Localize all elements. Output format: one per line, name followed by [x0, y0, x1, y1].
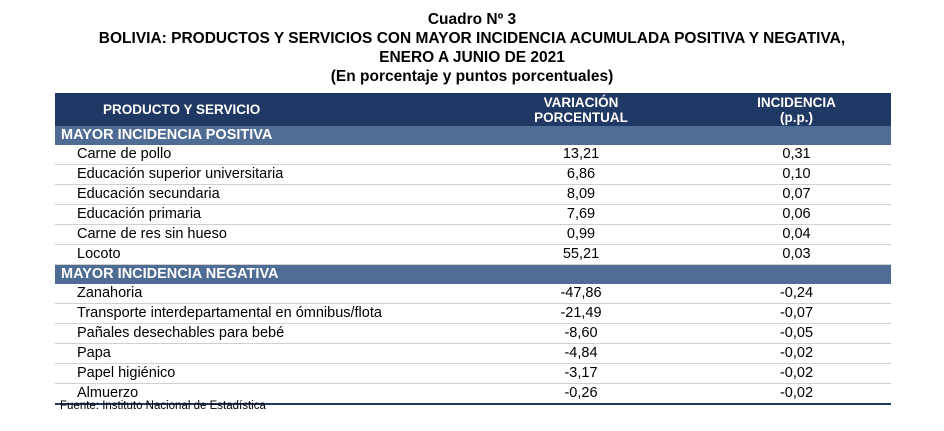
product-name: Carne de pollo	[55, 145, 460, 165]
table-row: Educación superior universitaria 6,86 0,10	[55, 164, 891, 185]
section-row: MAYOR INCIDENCIA POSITIVA	[55, 126, 891, 145]
incidence-value: -0,05	[702, 323, 891, 344]
product-name: Locoto	[55, 244, 460, 265]
source-note: Fuente: Instituto Nacional de Estadístic…	[60, 400, 266, 412]
variation-value: 8,09	[460, 184, 702, 205]
table-body: MAYOR INCIDENCIA POSITIVA Carne de pollo 1…	[55, 126, 891, 405]
variation-value: -21,49	[460, 303, 702, 324]
table-row: Almuerzo -0,26 -0,02	[55, 383, 891, 405]
incidence-value: 0,07	[702, 184, 891, 205]
table-row: Carne de res sin hueso 0,99 0,04	[55, 224, 891, 245]
incidence-value: -0,02	[702, 343, 891, 364]
section-row: MAYOR INCIDENCIA NEGATIVA	[55, 264, 891, 284]
incidence-value: -0,07	[702, 303, 891, 324]
variation-value: -3,17	[460, 363, 702, 384]
data-table: PRODUCTO Y SERVICIO VARIACIÓN PORCENTUAL…	[55, 93, 891, 405]
product-name: Educación secundaria	[55, 184, 460, 205]
section-label: MAYOR INCIDENCIA POSITIVA	[55, 126, 891, 145]
table-units: (En porcentaje y puntos porcentuales)	[330, 68, 614, 85]
table-number: Cuadro Nº 3	[427, 11, 517, 28]
variation-value: 0,99	[460, 224, 702, 245]
variation-value: -0,26	[460, 383, 702, 405]
product-name: Pañales desechables para bebé	[55, 323, 460, 344]
incidence-value: 0,06	[702, 204, 891, 225]
header-incidence-line2: (p.p.)	[780, 109, 813, 125]
header-variation: VARIACIÓN PORCENTUAL	[460, 93, 702, 126]
header-incidence: INCIDENCIA (p.p.)	[702, 93, 891, 126]
variation-value: 7,69	[460, 204, 702, 225]
table-period: ENERO A JUNIO DE 2021	[379, 49, 565, 66]
variation-value: 13,21	[460, 145, 702, 165]
incidence-value: 0,03	[702, 244, 891, 265]
header-row: PRODUCTO Y SERVICIO VARIACIÓN PORCENTUAL…	[55, 93, 891, 126]
product-name: Carne de res sin hueso	[55, 224, 460, 245]
table-title: BOLIVIA: PRODUCTOS Y SERVICIOS CON MAYOR…	[98, 30, 846, 47]
table-row: Locoto 55,21 0,03	[55, 244, 891, 265]
variation-value: -47,86	[460, 284, 702, 304]
variation-value: 6,86	[460, 164, 702, 185]
header-variation-line1: VARIACIÓN	[543, 94, 619, 110]
variation-value: -8,60	[460, 323, 702, 344]
incidence-value: -0,02	[702, 383, 891, 405]
incidence-value: -0,24	[702, 284, 891, 304]
section-label: MAYOR INCIDENCIA NEGATIVA	[55, 264, 891, 284]
variation-value: 55,21	[460, 244, 702, 265]
product-name: Papel higiénico	[55, 363, 460, 384]
product-name: Educación primaria	[55, 204, 460, 225]
product-name: Educación superior universitaria	[55, 164, 460, 185]
table-row: Educación primaria 7,69 0,06	[55, 204, 891, 225]
table-row: Papa -4,84 -0,02	[55, 343, 891, 364]
incidence-value: 0,04	[702, 224, 891, 245]
header-product: PRODUCTO Y SERVICIO	[55, 93, 460, 126]
product-name: Papa	[55, 343, 460, 364]
table-row: Papel higiénico -3,17 -0,02	[55, 363, 891, 384]
table-titles: Cuadro Nº 3 BOLIVIA: PRODUCTOS Y SERVICI…	[0, 10, 944, 86]
table-row: Transporte interdepartamental en ómnibus…	[55, 303, 891, 324]
header-variation-line2: PORCENTUAL	[534, 109, 628, 125]
table-row: Zanahoria -47,86 -0,24	[55, 284, 891, 304]
header-incidence-line1: INCIDENCIA	[757, 94, 836, 110]
incidence-value: 0,31	[702, 145, 891, 165]
product-name: Zanahoria	[55, 284, 460, 304]
incidence-value: -0,02	[702, 363, 891, 384]
product-name: Almuerzo	[55, 383, 460, 405]
table-row: Educación secundaria 8,09 0,07	[55, 184, 891, 205]
table-row: Carne de pollo 13,21 0,31	[55, 145, 891, 165]
product-name: Transporte interdepartamental en ómnibus…	[55, 303, 460, 324]
incidence-value: 0,10	[702, 164, 891, 185]
table-row: Pañales desechables para bebé -8,60 -0,05	[55, 323, 891, 344]
variation-value: -4,84	[460, 343, 702, 364]
